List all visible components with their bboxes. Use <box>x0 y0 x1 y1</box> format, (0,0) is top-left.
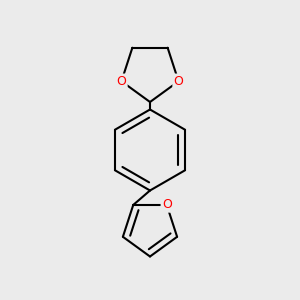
Text: O: O <box>116 75 126 88</box>
Text: O: O <box>174 75 184 88</box>
Text: O: O <box>162 198 172 212</box>
